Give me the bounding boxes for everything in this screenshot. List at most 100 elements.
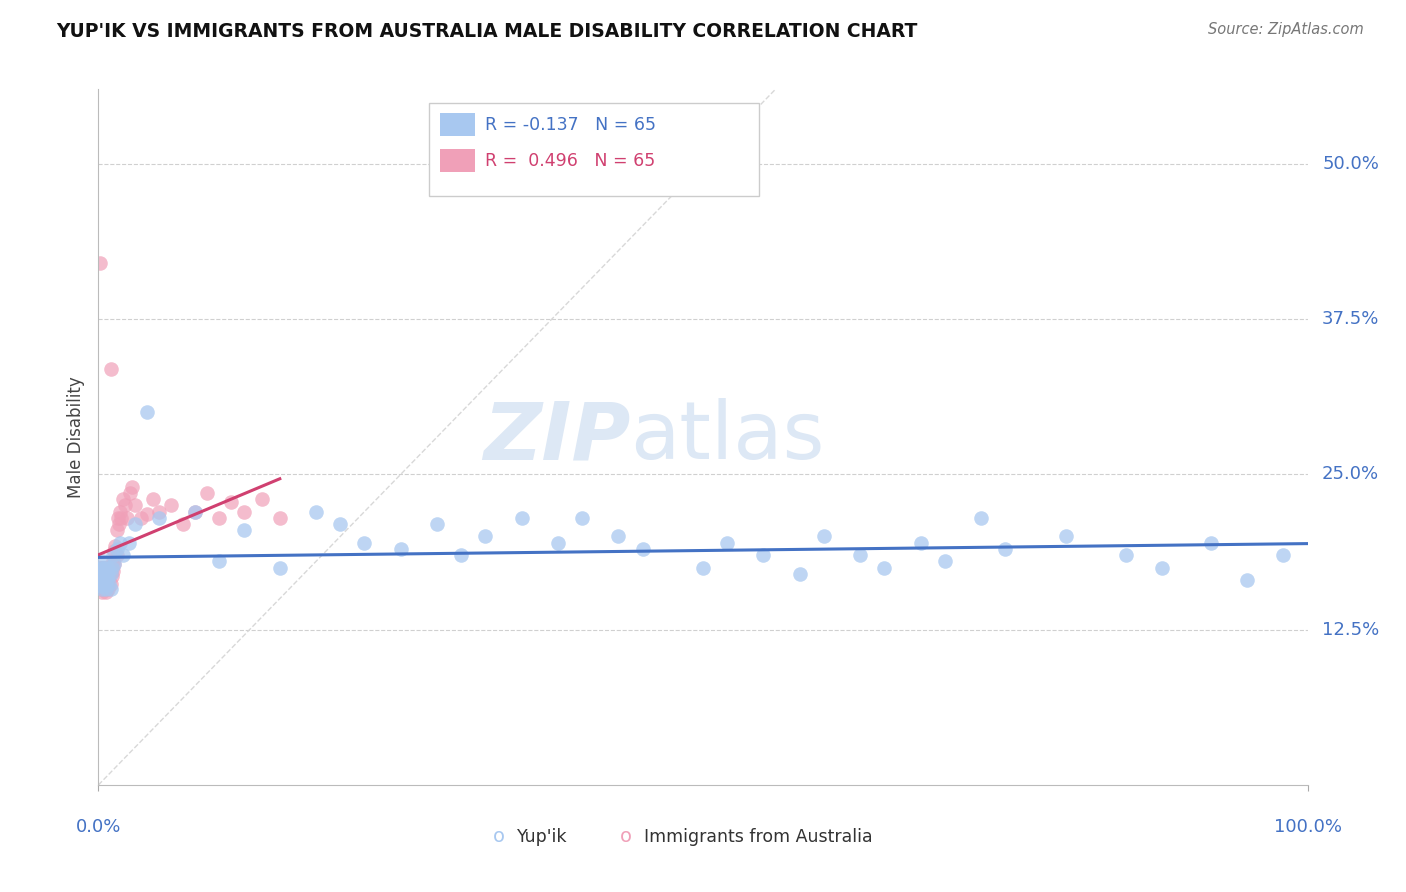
Text: R = -0.137   N = 65: R = -0.137 N = 65 <box>485 116 657 134</box>
Point <box>93 560 115 574</box>
Text: R =  0.496   N = 65: R = 0.496 N = 65 <box>485 152 655 169</box>
Point <box>389 541 412 556</box>
Point <box>105 523 128 537</box>
Point <box>184 505 207 519</box>
Point <box>93 564 115 578</box>
Point <box>89 579 111 593</box>
Point <box>934 554 956 568</box>
Point <box>93 575 115 590</box>
Point <box>100 566 122 581</box>
Point <box>111 548 134 562</box>
Point <box>97 582 120 596</box>
Point <box>1272 548 1295 562</box>
Point <box>135 405 157 419</box>
Point <box>1236 573 1258 587</box>
Point <box>91 564 114 578</box>
Point <box>510 511 533 525</box>
Point <box>94 582 117 596</box>
Text: 25.0%: 25.0% <box>1322 466 1379 483</box>
Text: atlas: atlas <box>630 398 825 476</box>
Point <box>129 511 152 525</box>
Point <box>100 560 122 574</box>
Point <box>108 505 131 519</box>
Point <box>93 560 115 574</box>
Point <box>160 499 183 513</box>
Text: 37.5%: 37.5% <box>1322 310 1379 328</box>
Point <box>232 505 254 519</box>
Point <box>111 492 134 507</box>
Point <box>94 560 117 574</box>
Point <box>91 569 114 583</box>
Point <box>450 548 472 562</box>
Point <box>142 492 165 507</box>
Point <box>910 535 932 549</box>
Point <box>353 535 375 549</box>
Point <box>269 560 291 574</box>
Point <box>91 569 114 583</box>
Point <box>91 576 114 591</box>
Point <box>103 544 125 558</box>
Point <box>135 507 157 521</box>
Point <box>1199 535 1222 549</box>
Y-axis label: Male Disability: Male Disability <box>67 376 86 498</box>
Point <box>94 585 117 599</box>
Point <box>100 560 122 574</box>
Point <box>91 582 114 596</box>
Point <box>114 499 136 513</box>
Point <box>269 511 291 525</box>
Point <box>474 529 496 543</box>
Point <box>100 582 122 596</box>
Point <box>97 576 120 591</box>
Point <box>329 516 352 531</box>
Point <box>101 564 124 578</box>
Point <box>100 361 122 376</box>
Point <box>426 516 449 531</box>
Point <box>91 585 114 599</box>
Point <box>100 569 122 583</box>
Point <box>1054 529 1077 543</box>
Point <box>752 548 775 562</box>
Point <box>98 569 121 583</box>
Point <box>103 557 125 571</box>
Point <box>124 516 146 531</box>
Point <box>105 541 128 556</box>
Point <box>89 256 111 270</box>
Point <box>98 564 121 578</box>
Point <box>117 511 139 525</box>
Point <box>108 516 131 531</box>
Point <box>716 535 738 549</box>
Point <box>91 560 114 574</box>
Point <box>172 516 194 531</box>
Point <box>105 548 128 562</box>
Point <box>849 548 872 562</box>
Point <box>96 569 118 583</box>
Point <box>118 486 141 500</box>
Point <box>873 560 896 574</box>
Text: Yup'ik: Yup'ik <box>517 828 568 846</box>
Point <box>90 573 112 587</box>
Point <box>970 511 993 525</box>
Point <box>994 541 1017 556</box>
Point <box>692 560 714 574</box>
Text: ZIP: ZIP <box>484 398 630 476</box>
Point <box>89 573 111 587</box>
Point <box>90 560 112 574</box>
Point <box>631 541 654 556</box>
Point <box>97 569 120 583</box>
Text: Immigrants from Australia: Immigrants from Australia <box>644 828 873 846</box>
Point <box>91 564 114 578</box>
Point <box>103 557 125 571</box>
Point <box>94 576 117 591</box>
Point <box>1115 548 1137 562</box>
Text: 100.0%: 100.0% <box>1274 818 1341 837</box>
Point <box>221 494 243 508</box>
Point <box>89 560 111 574</box>
Point <box>547 535 569 549</box>
Point <box>100 576 122 591</box>
Point <box>124 499 146 513</box>
Point <box>96 573 118 587</box>
Point <box>208 511 231 525</box>
Point <box>101 554 124 568</box>
Point <box>789 566 811 581</box>
Text: 12.5%: 12.5% <box>1322 621 1379 639</box>
